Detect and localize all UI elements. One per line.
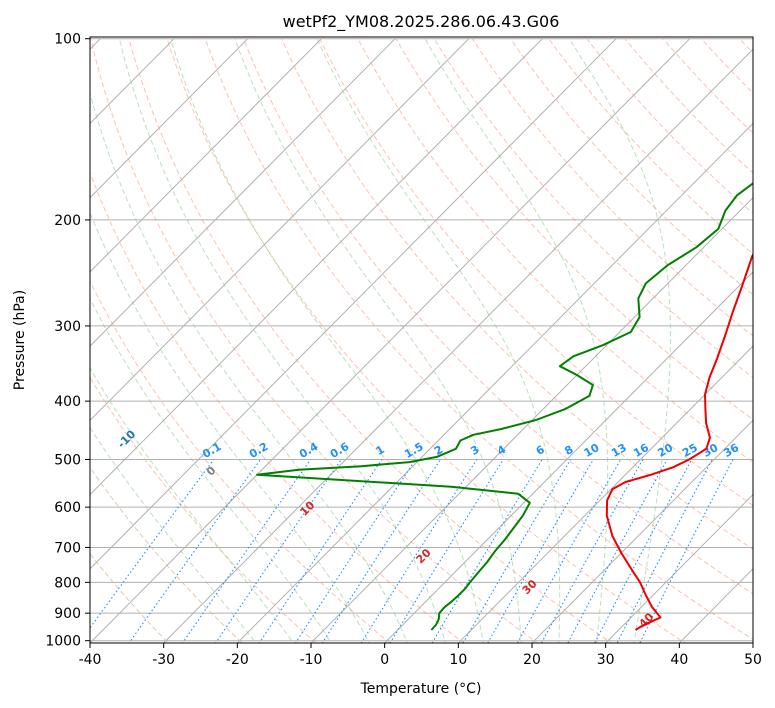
y-tick-label: 300 xyxy=(54,319,81,335)
y-tick-label: 100 xyxy=(54,32,81,48)
dry-adiabat-line xyxy=(90,376,317,643)
mixing-ratio-line xyxy=(128,459,261,643)
mixing-ratio-line xyxy=(214,459,342,643)
x-tick-label: 30 xyxy=(597,652,615,668)
plot-frame xyxy=(89,36,754,644)
moist-adiabat-line xyxy=(316,38,561,643)
mixing-ratio-line xyxy=(639,459,734,643)
dry-adiabat-line xyxy=(90,466,243,643)
x-axis-ticks: -40 -30 -20 -10 0 10 20 30 40 50 xyxy=(79,643,762,668)
mixing-ratio-line xyxy=(360,459,478,643)
isotherm-line xyxy=(531,419,753,643)
y-tick-label: 800 xyxy=(54,575,81,591)
dewpoint-line xyxy=(256,182,753,631)
moist-adiabat-line xyxy=(90,211,370,643)
isotherm-lines xyxy=(90,38,753,643)
x-tick-label: -40 xyxy=(79,652,102,668)
x-tick-label: 20 xyxy=(523,652,541,668)
moist-adiabat-line xyxy=(424,38,609,643)
dry-adiabat-line xyxy=(319,38,753,506)
mixing-ratio-line xyxy=(431,459,543,643)
y-axis-ticks: 100 200 300 400 500 600 700 800 900 1000 xyxy=(45,32,90,650)
dry-adiabat-line xyxy=(242,38,753,595)
dry-adiabat-line xyxy=(357,38,753,463)
dry-adiabat-line xyxy=(90,171,465,643)
x-tick-label: -10 xyxy=(300,652,323,668)
dry-adiabat-line xyxy=(166,38,687,643)
y-tick-label: 1000 xyxy=(45,634,81,650)
y-tick-label: 500 xyxy=(54,452,81,468)
dry-adiabat-line xyxy=(281,38,753,550)
dry-adiabat-line xyxy=(128,38,613,643)
moist-adiabat-line xyxy=(90,91,408,643)
isotherm-line xyxy=(90,38,470,422)
y-tick-label: 200 xyxy=(54,213,81,229)
x-tick-label: 50 xyxy=(744,652,762,668)
dry-adiabat-line xyxy=(204,38,753,640)
mixing-ratio-line xyxy=(594,459,693,643)
moist-adiabat-line xyxy=(568,38,671,643)
x-tick-label: 0 xyxy=(380,652,389,668)
profile-series xyxy=(256,182,753,631)
x-tick-label: 40 xyxy=(670,652,688,668)
mixing-ratio-line xyxy=(258,459,383,643)
isotherm-line xyxy=(162,48,753,643)
moist-adiabat-line xyxy=(234,38,522,643)
y-tick-label: 700 xyxy=(54,540,81,556)
moist-adiabat-line xyxy=(90,297,332,643)
dry-adiabat-line xyxy=(90,280,391,643)
moist-adiabat-line xyxy=(90,366,295,643)
moist-adiabat-line xyxy=(118,38,446,643)
moist-adiabat-line xyxy=(90,426,257,643)
isotherm-line xyxy=(457,345,753,643)
x-axis-label: Temperature (°C) xyxy=(360,681,482,697)
isotherm-line xyxy=(604,493,753,643)
mixing-ratio-line xyxy=(616,459,713,643)
y-tick-label: 400 xyxy=(54,394,81,410)
isotherm-line xyxy=(90,38,617,570)
dry-adiabat-line xyxy=(395,38,753,421)
y-tick-label: 900 xyxy=(54,606,81,622)
isotherm-line xyxy=(90,38,543,496)
mixing-ratio-lines xyxy=(90,459,734,643)
x-tick-label: 10 xyxy=(449,652,467,668)
isotherm-line xyxy=(236,122,753,643)
mixing-ratio-line xyxy=(181,459,311,643)
chart-title: wetPf2_YM08.2025.286.06.43.G06 xyxy=(283,12,560,32)
mixing-ratio-line xyxy=(294,459,417,643)
isotherm-line xyxy=(90,38,249,199)
x-tick-label: -20 xyxy=(226,652,249,668)
isotherm-line xyxy=(383,271,753,643)
mixing-ratio-line xyxy=(321,459,441,643)
plot-area: -100-90-80-70-60-50-40-30-20-10010203040… xyxy=(90,38,753,643)
moist-adiabat-lines xyxy=(90,38,671,643)
x-tick-label: -30 xyxy=(152,652,175,668)
dry-adiabat-line xyxy=(510,38,753,296)
temperature-line xyxy=(605,252,753,631)
dry-adiabat-line xyxy=(90,553,169,643)
dry-adiabat-line xyxy=(90,38,539,643)
mixing-ratio-line xyxy=(389,459,504,643)
moist-adiabat-line xyxy=(170,38,484,643)
y-axis-label: Pressure (hPa) xyxy=(12,290,28,390)
y-tick-label: 600 xyxy=(54,500,81,516)
mixing-ratio-line xyxy=(487,459,594,643)
isotherm-line xyxy=(90,38,322,273)
